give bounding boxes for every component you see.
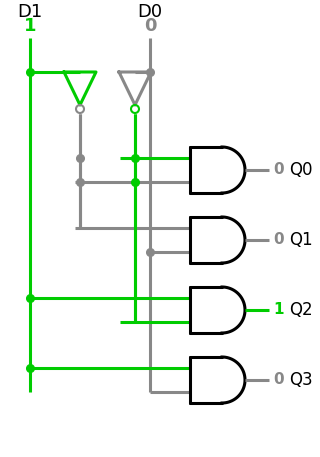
Text: Q2: Q2 (289, 301, 313, 319)
Text: 1: 1 (273, 303, 284, 318)
Text: 0: 0 (144, 17, 156, 35)
Text: 0: 0 (273, 233, 284, 248)
Text: Q3: Q3 (289, 371, 313, 389)
Text: D1: D1 (17, 3, 43, 21)
Text: Q0: Q0 (289, 161, 313, 179)
Text: 0: 0 (273, 372, 284, 388)
Text: Q1: Q1 (289, 231, 313, 249)
Text: 1: 1 (24, 17, 36, 35)
Text: 0: 0 (273, 163, 284, 177)
Text: D0: D0 (137, 3, 163, 21)
